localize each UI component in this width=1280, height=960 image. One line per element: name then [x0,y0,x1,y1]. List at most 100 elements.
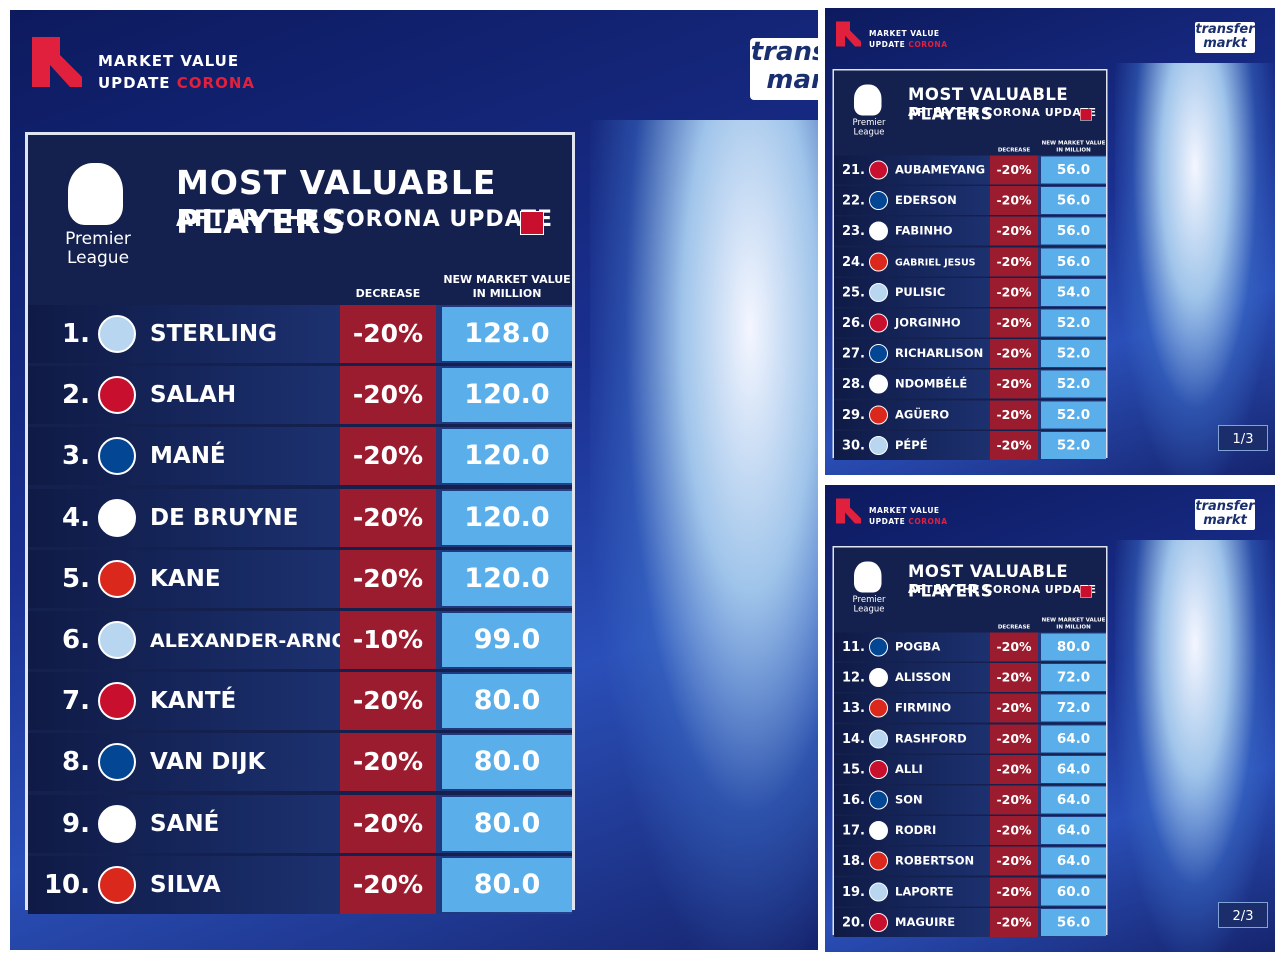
player-name: NDOMBÉLÉ [895,377,968,391]
club-crest [869,851,888,871]
table-row: 25. PULISIC -20% 54.0 [834,277,1106,307]
player-name: VAN DIJK [150,749,266,776]
table-row: 3. MANÉ -20% 120.0 [28,427,572,486]
decrease: -20% [990,155,1038,185]
market-value: 56.0 [1041,156,1106,184]
player-name: ALISSON [895,671,951,685]
header-line: UPDATE CORONA [869,40,948,49]
market-value: 120.0 [442,368,572,423]
decrease: -20% [990,216,1038,246]
table-row: 23. FABINHO -20% 56.0 [834,216,1106,246]
club-crest [98,804,136,843]
player-name: FABINHO [895,224,953,238]
club-crest [98,743,136,782]
rank: 11. [841,639,865,655]
rank: 13. [841,700,865,716]
table-row: 29. AGÜERO -20% 52.0 [834,400,1106,430]
header-line: MARKET VALUE [98,52,240,70]
page-indicator: 1/3 [1218,425,1268,451]
rank: 10. [43,869,90,900]
market-value: 99.0 [442,613,572,667]
player-photo [590,120,818,950]
table-row: 4. DE BRUYNE -20% 120.0 [28,488,572,547]
club-crest [98,498,136,537]
player-photo [1115,63,1275,475]
table-row: 6. ALEXANDER-ARNOLD -10% 99.0 [28,611,572,669]
table-title: MOST VALUABLE PLAYERS [176,163,497,241]
player-name: AGÜERO [895,408,950,422]
club-crest [98,437,136,476]
rank: 18. [841,853,865,869]
rank: 20. [841,914,865,930]
market-value: 52.0 [1041,370,1106,398]
logo-arrow [835,498,863,526]
market-value: 52.0 [1041,431,1106,459]
player-name: AUBAMEYANG [895,163,986,177]
player-name: STERLING [150,321,278,347]
decrease: -20% [990,277,1038,307]
market-value: 56.0 [1041,248,1106,276]
player-name: MAGUIRE [895,915,956,929]
table-row: 10. SILVA -20% 80.0 [28,855,572,914]
market-value: 120.0 [442,429,572,484]
player-name: KANE [150,565,221,592]
player-name: KANTÉ [150,688,237,715]
league-line: Premier [65,229,131,249]
table-row: 2. SALAH -20% 120.0 [28,366,572,425]
club-crest [869,405,888,425]
table-row: 5. KANE -20% 120.0 [28,549,572,608]
brand-top: transfer [750,37,818,67]
header-highlight: CORONA [176,74,256,92]
rank: 2. [62,380,90,411]
player-name: DE BRUYNE [150,504,299,531]
table-row: 26. JORGINHO -20% 52.0 [834,308,1106,338]
market-value: 64.0 [1041,847,1106,875]
decrease: -20% [340,794,436,853]
rank: 19. [841,884,865,900]
club-crest [98,559,136,598]
header-highlight: CORONA [908,517,948,526]
rank: 12. [841,670,865,686]
market-value: 80.0 [442,796,572,851]
rank: 9. [62,808,90,839]
player-name: SALAH [150,382,237,409]
market-value: 80.0 [1041,633,1106,661]
rank: 16. [841,792,865,808]
rank: 17. [841,823,865,839]
table-row: 14. RASHFORD -20% 64.0 [834,724,1106,754]
decrease: -20% [340,549,436,608]
decrease: -20% [340,855,436,914]
table-subtitle: AFTER THE CORONA UPDATE [908,106,1097,120]
decrease: -20% [990,632,1038,662]
market-value: 52.0 [1041,309,1106,337]
column-header: NEW MARKET VALUE IN MILLION [1041,616,1106,631]
player-name: SANÉ [150,810,220,837]
club-crest [869,252,888,272]
decrease: -20% [990,816,1038,846]
club-crest [869,759,888,779]
brand-top: transfer [1195,21,1255,37]
rank: 24. [841,254,865,270]
rank: 15. [841,761,865,777]
decrease: -20% [990,846,1038,876]
decrease: -20% [340,488,436,547]
column-header: NEW MARKET VALUE IN MILLION [443,273,571,300]
table-row: 17. RODRI -20% 64.0 [834,816,1106,846]
player-name: ALEXANDER-ARNOLD [150,630,376,652]
player-name: FIRMINO [895,701,952,715]
club-crest [869,191,888,211]
rank: 6. [62,625,90,655]
ranking-table: Premier League MOST VALUABLE PLAYERS AFTER … [832,69,1108,460]
club-crest [98,376,136,415]
brand-top: transfer [1195,498,1255,514]
club-crest [869,821,888,841]
rank: 23. [841,223,865,239]
rank: 30. [841,437,865,453]
brand-bottom: markt [1203,512,1247,528]
rank: 1. [62,319,90,349]
league-line: Premier [852,117,886,128]
logo-arrow [30,35,85,90]
